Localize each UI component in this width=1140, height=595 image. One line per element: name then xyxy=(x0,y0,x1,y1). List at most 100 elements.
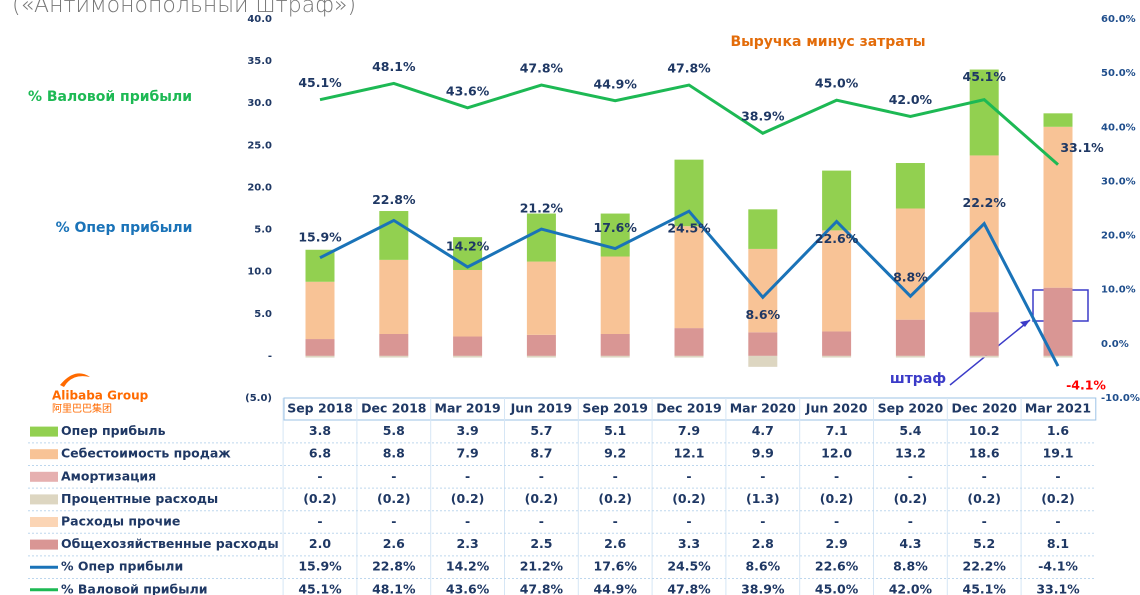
y-tick-label: 5.0 xyxy=(254,225,272,236)
table-cell: 48.1% xyxy=(372,581,416,595)
bar-segment xyxy=(748,332,778,356)
table-header-cell: Jun 2020 xyxy=(805,401,868,416)
table-cell: 21.2% xyxy=(520,559,564,574)
table-cell: 42.0% xyxy=(889,581,933,595)
table-cell: 10.2 xyxy=(969,423,1000,438)
data-label: 24.5% xyxy=(667,221,711,236)
bar-segment xyxy=(822,230,852,332)
table-cell: 45.0% xyxy=(815,581,859,595)
header-text: («Антимонопольный штраф») xyxy=(12,0,356,18)
data-label: 22.2% xyxy=(963,195,1007,210)
table-cell: 33.1% xyxy=(1036,581,1080,595)
y2-tick-label: 30.0% xyxy=(1101,176,1136,187)
table-cell: - xyxy=(982,468,987,483)
bar-segment xyxy=(305,355,335,358)
table-cell: 2.9 xyxy=(826,536,848,551)
y2-tick-label: 0.0% xyxy=(1101,339,1129,350)
table-cell: 2.3 xyxy=(457,536,479,551)
table-cell: 3.8 xyxy=(309,423,331,438)
table-cell: -4.1% xyxy=(1038,559,1078,574)
bar-segment xyxy=(379,355,409,358)
bar-segment xyxy=(969,69,999,156)
table-header-cell: Mar 2021 xyxy=(1025,401,1091,416)
y-tick-label: 40.0 xyxy=(247,14,272,25)
table-cell: (0.2) xyxy=(672,491,706,506)
y-tick-label: 35.0 xyxy=(247,56,272,67)
table-cell: 47.8% xyxy=(520,581,564,595)
table-cell: 12.0 xyxy=(821,446,852,461)
table-cell: (0.2) xyxy=(377,491,411,506)
annotation: Выручка минус затраты xyxy=(730,34,925,50)
table-cell: 22.2% xyxy=(963,559,1007,574)
legend-label: Амортизация xyxy=(61,468,156,483)
y2-tick-label: 20.0% xyxy=(1101,231,1136,242)
table-cell: 5.2 xyxy=(973,536,995,551)
table-cell: 15.9% xyxy=(298,559,342,574)
bar-segment xyxy=(526,334,556,356)
line-series xyxy=(319,81,1059,166)
bar-segment xyxy=(895,319,925,356)
bar-segment xyxy=(453,269,483,337)
y2-tick-label: 50.0% xyxy=(1101,68,1136,79)
bar-segment xyxy=(895,355,925,358)
y-tick-label: 5.0 xyxy=(254,309,272,320)
table-cell: 19.1 xyxy=(1043,446,1074,461)
annotation: штраф xyxy=(890,371,946,387)
legend-swatch xyxy=(30,449,58,460)
bar-segment xyxy=(305,339,335,356)
table-cell: (1.3) xyxy=(746,491,780,506)
table-cell: 12.1 xyxy=(674,446,705,461)
table-cell: (0.2) xyxy=(894,491,928,506)
bar-segment xyxy=(305,281,335,340)
table-cell: - xyxy=(834,468,839,483)
data-label: 45.1% xyxy=(298,75,342,90)
bar-segment xyxy=(895,208,925,320)
table-cell: (0.2) xyxy=(525,491,559,506)
bar-segment xyxy=(453,336,483,356)
table-header-cell: Mar 2019 xyxy=(435,401,501,416)
table-cell: - xyxy=(317,514,322,529)
line-series xyxy=(319,209,1060,367)
bar-segment xyxy=(748,248,778,333)
table-cell: (0.2) xyxy=(1041,491,1075,506)
bar-segment xyxy=(600,256,630,334)
y-tick-label: 25.0 xyxy=(247,140,272,151)
annotation: % Опер прибыли xyxy=(56,220,193,236)
table-cell: 22.8% xyxy=(372,559,416,574)
table-cell: 7.1 xyxy=(826,423,848,438)
table-cell: 7.9 xyxy=(457,446,479,461)
data-label: 38.9% xyxy=(741,109,785,124)
table-cell: (0.2) xyxy=(820,491,854,506)
table-header-cell: Mar 2020 xyxy=(730,401,796,416)
table-cell: - xyxy=(391,468,396,483)
table-cell: 45.1% xyxy=(963,581,1007,595)
table-cell: 2.6 xyxy=(604,536,626,551)
legend-swatch xyxy=(30,517,58,527)
table-cell: 8.6% xyxy=(745,559,780,574)
bar-segment xyxy=(526,213,556,262)
table-cell: 6.8 xyxy=(309,446,331,461)
table-cell: 2.8 xyxy=(752,536,774,551)
bar-segment xyxy=(600,333,630,356)
table-cell: 14.2% xyxy=(446,559,490,574)
table-cell: (0.2) xyxy=(967,491,1001,506)
legend-label: % Опер прибыли xyxy=(61,559,183,574)
data-label: 17.6% xyxy=(594,220,638,235)
table-cell: 1.6 xyxy=(1047,423,1069,438)
table-cell: 13.2 xyxy=(895,446,926,461)
table-header-cell: Sep 2019 xyxy=(582,401,648,416)
table-cell: - xyxy=(834,514,839,529)
table-cell: (0.2) xyxy=(598,491,632,506)
table-header-cell: Sep 2020 xyxy=(878,401,944,416)
data-label: 22.8% xyxy=(372,192,416,207)
y-tick-label: 30.0 xyxy=(247,98,272,109)
bar-segment xyxy=(1043,355,1073,358)
legend-label: Опер прибыль xyxy=(61,423,166,438)
bar-segment xyxy=(969,355,999,358)
y-tick-label: 10.0 xyxy=(247,267,272,278)
table-cell: - xyxy=(317,468,322,483)
data-label: 48.1% xyxy=(372,59,416,74)
table-cell: - xyxy=(465,514,470,529)
data-label: 33.1% xyxy=(1060,140,1104,155)
table-header-cell: Sep 2018 xyxy=(287,401,353,416)
